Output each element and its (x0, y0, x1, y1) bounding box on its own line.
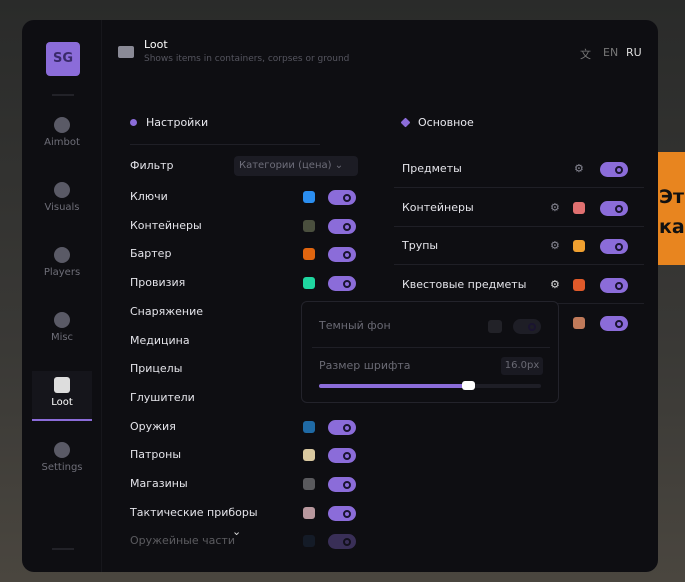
settings-item: Тактические приборы (130, 505, 258, 519)
color-swatch[interactable] (303, 478, 315, 490)
loot-window: SG Aimbot Visuals Players Misc Loot Settings … (22, 20, 658, 572)
color-swatch[interactable] (303, 506, 315, 519)
item-toggle[interactable] (600, 162, 628, 177)
slider-handle[interactable] (461, 381, 475, 390)
sidebar-item-misc[interactable]: Misc (32, 306, 92, 356)
divider (394, 264, 644, 265)
sidebar-item-settings[interactable]: Settings (32, 436, 92, 486)
briefcase-icon (118, 46, 134, 58)
main-item: Трупы (402, 239, 439, 252)
font-size-slider[interactable] (319, 381, 541, 390)
page-title: Loot (144, 38, 168, 51)
item-toggle[interactable] (600, 239, 628, 254)
logo: SG (46, 42, 80, 76)
gear-icon (130, 119, 137, 126)
sidebar: SG Aimbot Visuals Players Misc Loot Settings (22, 20, 102, 572)
gear-icon[interactable]: ⚙ (550, 200, 560, 214)
color-swatch[interactable] (573, 201, 585, 214)
settings-popup: Темный фон Размер шрифта 16.0px (301, 301, 559, 403)
color-swatch[interactable] (303, 277, 315, 290)
item-toggle[interactable] (600, 277, 628, 293)
dark-bg-label: Темный фон (319, 319, 391, 332)
background-window: Эт ка (657, 152, 685, 265)
dark-bg-toggle[interactable] (513, 319, 541, 334)
sidebar-item-visuals[interactable]: Visuals (32, 176, 92, 226)
divider (312, 347, 550, 348)
settings-item: Бартер (130, 247, 172, 261)
font-size-label: Размер шрифта (319, 359, 411, 372)
color-swatch[interactable] (488, 320, 502, 333)
list-icon (54, 442, 70, 458)
sidebar-item-players[interactable]: Players (32, 241, 92, 291)
divider (52, 548, 74, 550)
sidebar-item-aimbot[interactable]: Aimbot (32, 111, 92, 161)
color-swatch[interactable] (573, 278, 585, 291)
item-toggle[interactable] (328, 534, 356, 550)
gear-icon[interactable]: ⚙ (550, 277, 560, 291)
settings-item: Провизия (130, 276, 186, 290)
settings-item: Ключи (130, 190, 168, 203)
gear-icon[interactable]: ⚙ (550, 239, 560, 252)
item-toggle[interactable] (328, 247, 356, 263)
settings-item: Контейнеры (130, 218, 202, 232)
settings-item: Оружейные части (130, 534, 235, 548)
font-size-value: 16.0px (501, 357, 543, 375)
dots-icon (54, 312, 70, 328)
alien-icon (54, 117, 70, 133)
filter-label: Фильтр (130, 159, 174, 172)
item-toggle[interactable] (328, 276, 356, 292)
divider (130, 144, 320, 145)
glasses-icon (54, 182, 70, 198)
divider (394, 187, 644, 188)
item-toggle[interactable] (600, 316, 628, 331)
translate-icon[interactable]: ⽂ (580, 48, 591, 61)
color-swatch[interactable] (573, 317, 585, 329)
item-toggle[interactable] (328, 218, 356, 234)
settings-item: Снаряжение (130, 304, 203, 318)
main-heading: Основное (400, 116, 474, 129)
main-item: Контейнеры (402, 200, 474, 214)
chevron-down-icon[interactable]: ⌄ (232, 525, 242, 538)
item-toggle[interactable] (328, 448, 356, 464)
main-item: Предметы (402, 162, 462, 175)
diamond-icon (400, 117, 411, 128)
filter-select[interactable]: Категории (цена) ⌄ (234, 156, 358, 176)
settings-item: Глушители (130, 390, 195, 404)
users-icon (54, 247, 70, 263)
settings-item: Магазины (130, 477, 188, 490)
briefcase-icon (54, 377, 70, 393)
color-swatch[interactable] (303, 219, 315, 232)
divider (394, 225, 644, 227)
item-toggle[interactable] (328, 477, 356, 492)
divider (52, 94, 74, 96)
settings-item: Прицелы (130, 362, 183, 376)
settings-item: Оружия (130, 419, 176, 433)
color-swatch[interactable] (573, 240, 585, 252)
page-subtitle: Shows items in containers, corpses or gr… (144, 54, 350, 64)
item-toggle[interactable] (328, 505, 356, 521)
color-swatch[interactable] (303, 535, 315, 548)
settings-heading: Настройки (130, 116, 208, 129)
lang-ru[interactable]: RU (626, 46, 642, 59)
lang-en[interactable]: EN (603, 46, 619, 59)
settings-item: Медицина (130, 333, 190, 347)
item-toggle[interactable] (600, 200, 628, 216)
item-toggle[interactable] (328, 190, 356, 205)
color-swatch[interactable] (303, 449, 315, 462)
gear-icon[interactable]: ⚙ (574, 162, 584, 175)
color-swatch[interactable] (303, 191, 315, 203)
item-toggle[interactable] (328, 419, 356, 435)
color-swatch[interactable] (303, 248, 315, 261)
color-swatch[interactable] (303, 420, 315, 433)
sidebar-item-loot[interactable]: Loot (32, 371, 92, 421)
settings-item: Патроны (130, 448, 182, 462)
main-item: Квестовые предметы (402, 277, 527, 291)
